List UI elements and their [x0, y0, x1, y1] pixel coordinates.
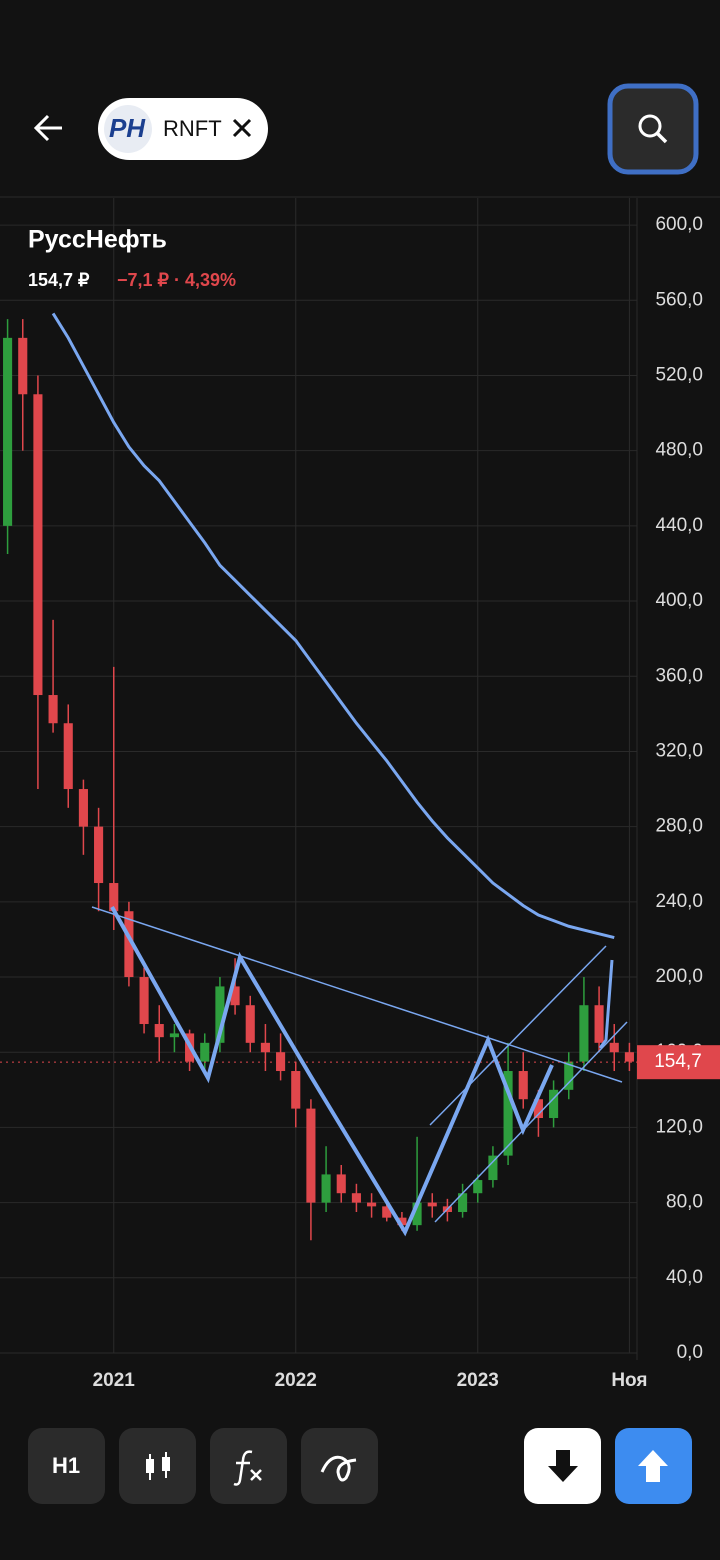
candle-body: [230, 986, 240, 1006]
candle-body: [78, 789, 88, 827]
candle-body: [215, 986, 225, 1043]
y-tick-label: 320,0: [655, 740, 703, 761]
candle-body: [139, 977, 149, 1025]
channel-line: [429, 945, 607, 1126]
candle-body: [624, 1052, 634, 1062]
ticker: RNFT: [163, 116, 222, 141]
candle-body: [94, 826, 104, 884]
candle-body: [594, 1005, 604, 1043]
title: РуссНефть: [28, 226, 167, 254]
current-price-label: 154,7: [654, 1051, 702, 1072]
y-tick-label: 80,0: [666, 1192, 703, 1213]
candle-body: [533, 1099, 543, 1119]
candle-body: [579, 1005, 589, 1062]
candle-body: [306, 1108, 316, 1203]
y-tick-label: 200,0: [655, 966, 703, 987]
candle-body: [382, 1206, 392, 1218]
sell-icon: [548, 1450, 578, 1482]
candle-body: [200, 1042, 210, 1062]
candle-body: [154, 1024, 164, 1038]
trend-line: [91, 906, 623, 1083]
candle-body: [260, 1042, 270, 1053]
buy-icon: [638, 1450, 668, 1482]
candle-body: [169, 1033, 179, 1038]
y-tick-label: 0,0: [677, 1342, 703, 1363]
candle-body: [427, 1202, 437, 1207]
search-button[interactable]: [607, 83, 699, 175]
y-tick-label: 520,0: [655, 364, 703, 385]
candle-body: [458, 1193, 468, 1213]
candle-icon: [162, 1457, 170, 1471]
drawings: [91, 906, 628, 1237]
y-tick-label: 240,0: [655, 891, 703, 912]
candle-body: [564, 1061, 574, 1090]
interval: H1: [52, 1453, 80, 1478]
candle-body: [63, 723, 73, 790]
candle-icon: [146, 1459, 154, 1473]
candle-body: [549, 1089, 559, 1119]
candle-body: [503, 1071, 513, 1156]
candle-body: [245, 1005, 255, 1043]
candle-body: [33, 394, 43, 696]
candle-body: [321, 1174, 331, 1203]
back-button[interactable]: [33, 114, 62, 142]
candle-body: [473, 1180, 483, 1194]
y-tick-label: 480,0: [655, 440, 703, 461]
candle-body: [609, 1042, 619, 1053]
y-tick-label: 40,0: [666, 1267, 703, 1288]
y-tick-label: 360,0: [655, 665, 703, 686]
candle-body: [124, 911, 134, 978]
candle-body: [367, 1202, 377, 1207]
candle-body: [488, 1155, 498, 1181]
indicators-button[interactable]: [210, 1428, 287, 1504]
y-tick-label: 600,0: [655, 214, 703, 235]
wave-line: [110, 906, 554, 1237]
candle-body: [109, 883, 119, 912]
candle-body: [291, 1071, 301, 1109]
current-price-box: [637, 1045, 720, 1080]
y-tick-label: 560,0: [655, 289, 703, 310]
candle-body: [412, 1202, 422, 1226]
x-tick-label: Ноя: [611, 1370, 647, 1391]
draw-icon: [320, 1455, 357, 1482]
y-tick-label: 400,0: [655, 590, 703, 611]
interval-button[interactable]: [28, 1428, 105, 1504]
y-tick-label: 440,0: [655, 515, 703, 536]
close-chip[interactable]: [232, 118, 252, 138]
price: 154,7 ₽: [28, 270, 90, 290]
candle-body: [397, 1217, 407, 1226]
candle-body: [48, 695, 58, 724]
candle-body: [3, 337, 13, 526]
x-tick-label: 2021: [93, 1370, 136, 1391]
candle-body: [336, 1174, 346, 1194]
channel-line: [434, 1021, 628, 1223]
moving-average: [51, 312, 615, 940]
search-icon: [638, 114, 662, 138]
y-tick-label: 120,0: [655, 1116, 703, 1137]
candle-body: [276, 1052, 286, 1072]
fx-icon: [233, 1450, 262, 1486]
search-icon: [655, 131, 668, 144]
logo-text: РН: [109, 113, 146, 143]
candle-body: [351, 1193, 361, 1203]
logo: [104, 105, 152, 153]
y-tick-label: 280,0: [655, 816, 703, 837]
x-tick-label: 2023: [457, 1370, 499, 1391]
change: −7,1 ₽ · 4,39%: [117, 270, 236, 290]
candle-body: [518, 1071, 528, 1100]
x-tick-label: 2022: [275, 1370, 317, 1391]
wave-line: [598, 959, 614, 1049]
chart-type-button[interactable]: [119, 1428, 196, 1504]
candle-body: [18, 337, 28, 395]
